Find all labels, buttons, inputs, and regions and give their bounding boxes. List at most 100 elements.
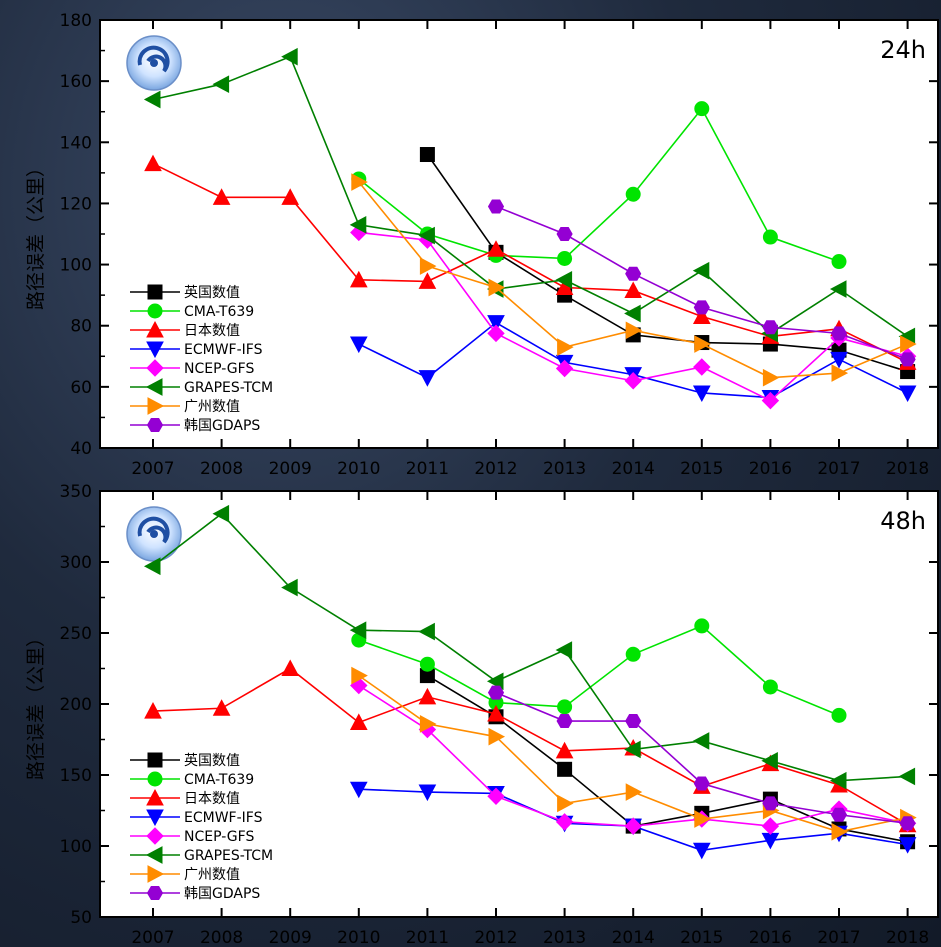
x-tick-label: 2010 (337, 928, 380, 947)
data-point (487, 685, 505, 700)
data-point (212, 699, 231, 716)
data-point (143, 90, 161, 109)
data-point (281, 47, 298, 66)
legend-label: 韩国GDAPS (184, 886, 260, 902)
data-point (762, 320, 779, 335)
y-tick-label: 80 (70, 317, 92, 337)
data-point (487, 315, 505, 332)
data-point (281, 188, 300, 205)
data-point (624, 372, 642, 390)
data-point (693, 358, 711, 376)
legend-label: NCEP-GFS (184, 829, 254, 845)
legend-marker (146, 788, 164, 806)
data-point (762, 796, 779, 811)
panel-label: 48h (880, 507, 926, 535)
data-point (831, 822, 849, 841)
legend-marker (147, 752, 163, 768)
legend-marker (146, 341, 164, 359)
legend-label: NCEP-GFS (184, 361, 254, 377)
data-point (694, 810, 711, 828)
data-point (555, 813, 574, 831)
data-point (625, 646, 641, 662)
data-point (419, 715, 437, 733)
x-tick-label: 2016 (749, 459, 792, 479)
legend-label: CMA-T639 (184, 304, 254, 320)
data-point (830, 326, 848, 341)
x-tick-label: 2013 (543, 928, 586, 947)
x-tick-label: 2016 (749, 928, 792, 947)
series-line (152, 162, 908, 364)
data-point (555, 271, 573, 289)
data-point (625, 186, 641, 202)
x-tick-label: 2011 (406, 928, 449, 947)
y-tick-label: 200 (60, 695, 92, 715)
data-point (831, 707, 847, 723)
legend-label: CMA-T639 (184, 772, 254, 788)
x-tick-label: 2007 (131, 459, 174, 479)
data-point (418, 226, 435, 245)
data-point (419, 257, 437, 275)
data-point (625, 266, 642, 281)
x-tick-label: 2008 (200, 928, 243, 947)
data-point (694, 101, 710, 117)
data-point (556, 227, 573, 241)
x-tick-label: 2009 (269, 928, 312, 947)
data-point (898, 837, 917, 854)
data-point (487, 787, 505, 806)
data-point (692, 261, 710, 280)
data-point (761, 817, 780, 835)
data-point (557, 250, 573, 266)
data-point (830, 807, 848, 822)
data-point (555, 641, 573, 659)
series-line (152, 667, 909, 826)
data-point (418, 272, 437, 289)
legend-marker (145, 846, 163, 864)
series-6 (351, 173, 917, 387)
series-line (152, 512, 908, 782)
data-point (831, 254, 847, 270)
x-tick-label: 2014 (612, 928, 655, 947)
data-point (212, 75, 230, 94)
x-tick-label: 2013 (543, 459, 586, 479)
x-tick-label: 2007 (131, 928, 174, 947)
data-point (487, 704, 505, 722)
logo-center (150, 530, 158, 538)
legend: 英国数值 CMA-T639 日本数值 ECMWF-IFS NCEP-GFS GRAPES-… (130, 752, 273, 902)
series-line (152, 55, 909, 338)
data-point (557, 794, 574, 813)
legend-marker (147, 284, 163, 300)
panel-label: 24h (880, 36, 926, 64)
data-point (899, 352, 916, 367)
y-tick-label: 350 (60, 482, 92, 502)
y-tick-label: 40 (70, 439, 92, 459)
data-point (487, 199, 505, 214)
legend-marker (147, 303, 163, 319)
sti-logo (126, 35, 182, 91)
data-point (625, 714, 642, 729)
data-point (625, 321, 643, 340)
logo-center (150, 59, 158, 67)
data-point (419, 147, 435, 163)
data-point (692, 732, 710, 750)
data-point (762, 679, 778, 695)
legend-marker (145, 378, 163, 396)
data-point (898, 767, 916, 786)
x-tick-label: 2012 (474, 928, 517, 947)
series-line (426, 674, 908, 843)
data-point (762, 368, 780, 387)
data-point (762, 229, 778, 245)
data-point (351, 666, 368, 685)
data-point (557, 699, 573, 715)
data-point (625, 783, 643, 801)
data-point (829, 771, 847, 790)
data-point (694, 618, 710, 634)
data-point (692, 307, 711, 325)
data-point (418, 370, 437, 387)
data-point (557, 338, 574, 356)
legend-label: GRAPES-TCM (184, 848, 273, 864)
y-tick-label: 150 (60, 766, 92, 786)
data-point (899, 816, 916, 831)
series-line (358, 107, 840, 263)
legend-marker (146, 809, 164, 827)
